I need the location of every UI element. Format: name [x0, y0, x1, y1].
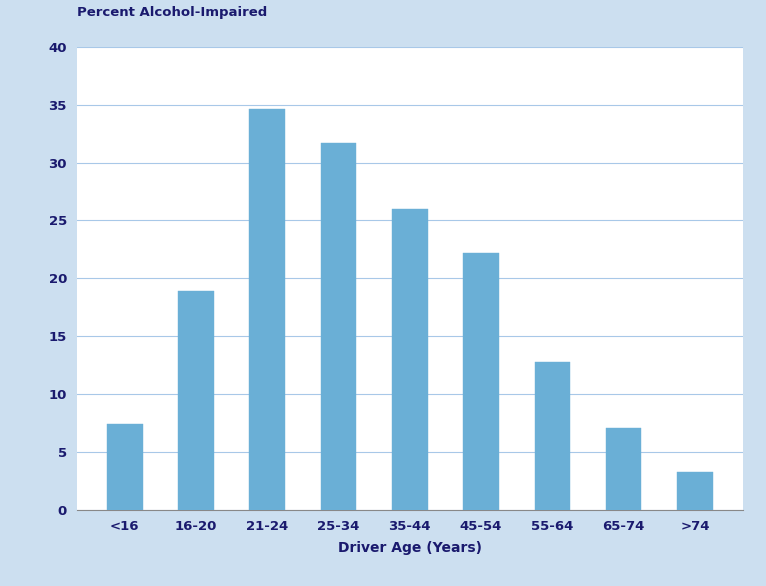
Bar	[535, 362, 570, 510]
Bar	[178, 291, 214, 510]
X-axis label: Driver Age (Years): Driver Age (Years)	[338, 541, 482, 555]
Bar	[677, 472, 712, 510]
Bar	[606, 428, 641, 510]
Bar	[321, 143, 356, 510]
Bar	[250, 110, 285, 510]
Bar	[463, 253, 499, 510]
Bar	[392, 209, 427, 510]
Text: Percent Alcohol-Impaired: Percent Alcohol-Impaired	[77, 6, 267, 19]
Bar	[107, 424, 142, 510]
